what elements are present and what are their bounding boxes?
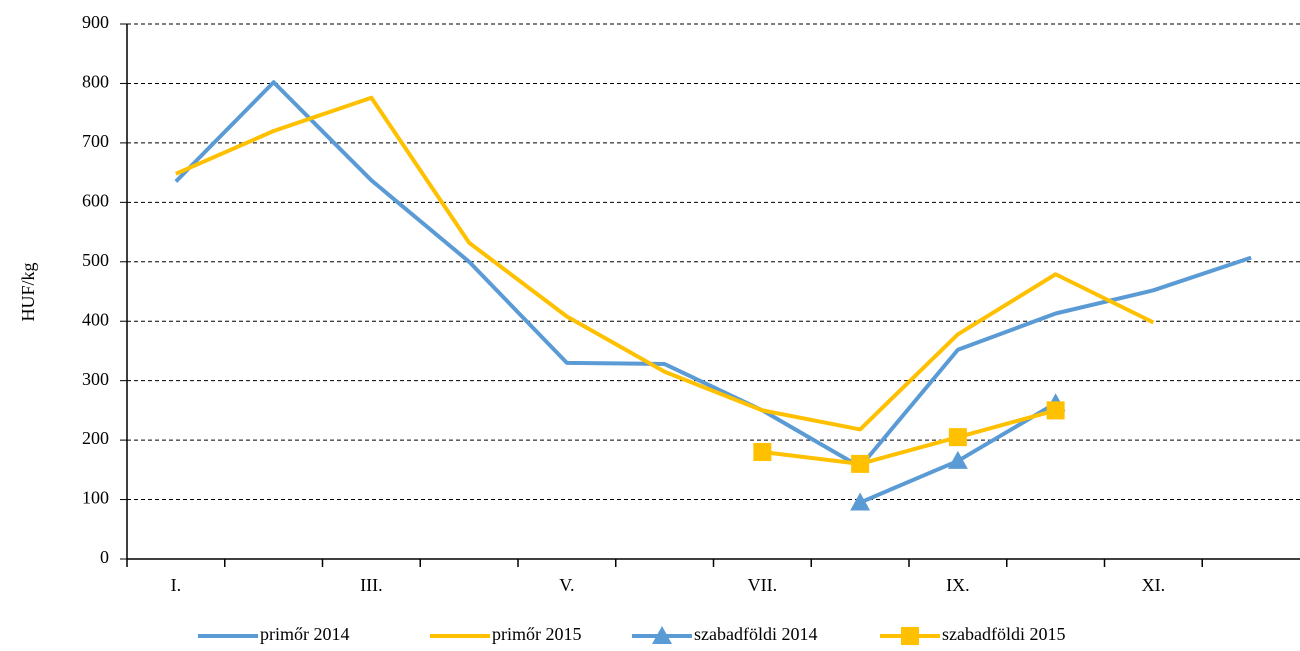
legend-label: primőr 2015: [492, 624, 582, 644]
legend-label: szabadföldi 2015: [942, 624, 1065, 644]
x-tick-label: VII.: [748, 575, 778, 595]
point-marker: [948, 428, 967, 447]
y-tick-label: 500: [82, 250, 109, 270]
y-tick-label: 300: [82, 369, 109, 389]
y-tick-label: 0: [100, 547, 109, 567]
legend-marker: [901, 627, 919, 645]
y-axis-label: HUF/kg: [18, 262, 38, 321]
legend-marker: [652, 626, 672, 644]
y-tick-label: 200: [82, 428, 109, 448]
legend-label: primőr 2014: [260, 624, 350, 644]
point-marker: [850, 492, 871, 511]
y-tick-label: 400: [82, 309, 109, 329]
x-tick-label: III.: [360, 575, 382, 595]
point-marker: [947, 450, 968, 469]
point-marker: [1046, 401, 1065, 420]
y-tick-label: 700: [82, 131, 109, 151]
series-line: [175, 95, 1155, 432]
series-line: [174, 80, 1252, 469]
x-tick-label: V.: [559, 575, 574, 595]
series-line: [762, 408, 1057, 466]
legend-label: szabadföldi 2014: [694, 624, 817, 644]
x-tick-label: XI.: [1142, 575, 1166, 595]
point-marker: [753, 443, 772, 461]
x-tick-label: I.: [171, 575, 182, 595]
y-tick-label: 900: [82, 12, 109, 32]
point-marker: [851, 454, 870, 473]
y-tick-label: 600: [82, 190, 109, 210]
y-tick-label: 800: [82, 72, 109, 92]
y-tick-label: 100: [82, 488, 109, 508]
x-tick-label: IX.: [946, 575, 970, 595]
